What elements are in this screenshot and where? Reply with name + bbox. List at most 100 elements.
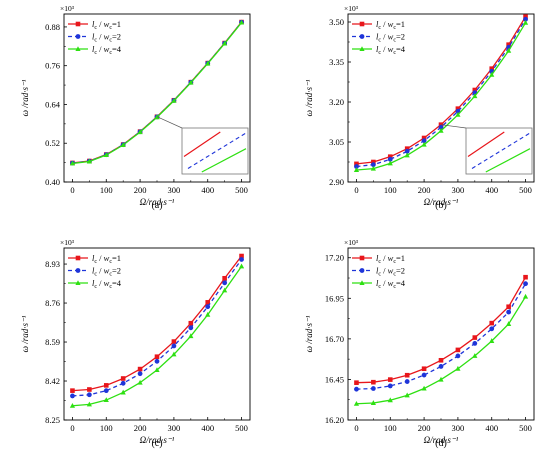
data-point — [171, 343, 177, 349]
data-point — [523, 274, 528, 280]
data-point — [421, 135, 427, 141]
legend-label: lc / wc=2 — [92, 266, 121, 278]
legend: lc / wc=1lc / wc=2lc / wc=4 — [68, 253, 122, 290]
data-point — [103, 388, 109, 394]
data-point — [522, 20, 529, 25]
data-point — [523, 281, 528, 287]
data-point — [188, 320, 194, 326]
data-point — [205, 304, 211, 310]
data-point — [69, 402, 76, 408]
data-point — [188, 79, 194, 85]
y-tick-label: 3.35 — [329, 57, 344, 67]
data-point — [472, 341, 478, 346]
series-3 — [69, 263, 245, 408]
data-point — [370, 386, 376, 391]
legend-label: lc / wc=1 — [376, 19, 405, 31]
data-point — [472, 353, 478, 358]
legend-marker — [359, 34, 365, 39]
x-tick-label: 300 — [168, 423, 181, 433]
legend-label: lc / wc=1 — [92, 19, 121, 31]
data-point — [421, 141, 427, 147]
y-tick-label: 17.20 — [325, 253, 344, 263]
x-axis-title: Ω/rad·s⁻¹ — [140, 435, 175, 445]
data-point — [103, 152, 109, 158]
data-point — [239, 253, 244, 259]
data-point — [421, 372, 427, 378]
series-1 — [70, 253, 244, 393]
data-point — [404, 146, 410, 151]
legend-marker — [359, 46, 365, 51]
data-point — [354, 164, 359, 169]
data-point — [506, 42, 511, 47]
data-point — [387, 154, 393, 159]
axis-multiplier: ×10³ — [60, 238, 75, 247]
data-point — [472, 87, 478, 93]
data-point — [404, 392, 410, 398]
x-axis-title: Ω/rad·s⁻¹ — [424, 435, 459, 445]
y-tick-label: 16.20 — [325, 415, 344, 425]
x-tick-label: 100 — [100, 185, 113, 195]
data-point — [137, 129, 143, 135]
y-tick-label: 8.42 — [45, 376, 60, 386]
data-point — [171, 339, 177, 344]
data-point — [222, 40, 228, 46]
x-tick-label: 200 — [418, 185, 431, 195]
y-tick-label: 2.90 — [329, 177, 344, 187]
legend-marker — [359, 268, 365, 273]
data-point — [205, 60, 211, 66]
data-point — [438, 357, 444, 363]
inset-pointer — [156, 116, 183, 129]
y-axis-title: ω /rad·s⁻¹ — [304, 315, 314, 352]
data-point — [387, 156, 393, 162]
data-point — [239, 257, 244, 262]
data-point — [87, 387, 92, 392]
x-tick-label: 500 — [519, 185, 532, 195]
legend-label: lc / wc=1 — [92, 253, 121, 265]
data-point — [86, 392, 92, 398]
y-tick-label: 16.70 — [325, 334, 344, 344]
data-point — [472, 335, 478, 340]
x-tick-label: 100 — [384, 423, 397, 433]
y-tick-label: 16.95 — [325, 293, 344, 303]
zoom-inset — [156, 116, 249, 175]
legend-label: lc / wc=1 — [376, 253, 405, 265]
series-2 — [354, 281, 528, 392]
panel-label: (c) — [151, 438, 162, 449]
data-point — [438, 376, 444, 382]
series-line — [356, 283, 527, 390]
x-tick-label: 400 — [201, 423, 214, 433]
x-tick-label: 500 — [235, 185, 248, 195]
data-point — [354, 386, 359, 392]
data-point — [455, 106, 461, 111]
chart-panel-c: 0 100 200 300 400 500 8.25 8.42 8.59 8.76 8.93 ×10³… — [20, 238, 251, 449]
legend-marker — [75, 280, 81, 285]
y-tick-label: 16.45 — [325, 374, 344, 384]
data-point — [404, 152, 410, 158]
x-tick-label: 400 — [485, 185, 498, 195]
series-3 — [69, 19, 245, 166]
legend-label: lc / wc=4 — [92, 44, 122, 56]
y-tick-label: 0.88 — [45, 22, 60, 32]
x-axis-title: Ω/rad·s⁻¹ — [424, 197, 459, 207]
inset-line — [467, 131, 505, 158]
x-tick-label: 0 — [354, 423, 358, 433]
data-point — [455, 353, 461, 359]
inset-line — [183, 131, 221, 158]
axis-multiplier: ×10³ — [344, 238, 359, 247]
series-2 — [70, 257, 244, 399]
legend: lc / wc=1lc / wc=2lc / wc=4 — [352, 253, 406, 290]
data-point — [506, 304, 511, 310]
data-point — [387, 377, 393, 382]
data-point — [370, 400, 376, 405]
x-tick-label: 300 — [168, 185, 181, 195]
data-point — [489, 326, 495, 332]
y-tick-label: 8.93 — [45, 259, 60, 269]
inset-line — [201, 148, 247, 173]
y-axis-title: ω /rad·s⁻¹ — [304, 79, 314, 116]
axis-multiplier: ×10³ — [344, 4, 359, 13]
data-point — [70, 388, 75, 393]
data-point — [154, 358, 160, 364]
panel-label: (a) — [151, 200, 162, 211]
data-point — [154, 367, 160, 373]
